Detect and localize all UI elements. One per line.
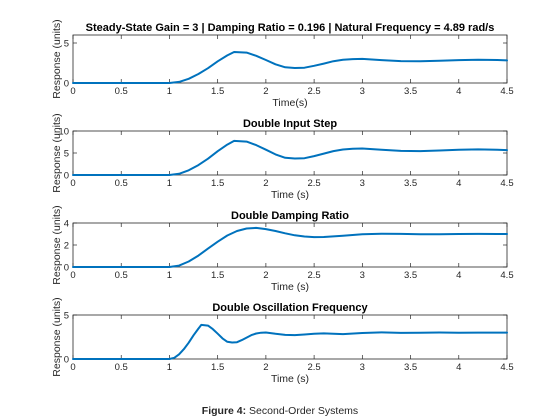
x-tick-label: 1.5 xyxy=(211,86,224,97)
x-tick-label: 2.5 xyxy=(308,86,321,97)
x-axis-label: Time (s) xyxy=(271,189,309,201)
y-axis-label: Response (units) xyxy=(51,205,63,284)
plot-axes-box xyxy=(72,222,508,268)
caption-text: Second-Order Systems xyxy=(246,405,359,417)
x-tick-label: 1 xyxy=(167,178,172,189)
y-tick-label: 2 xyxy=(64,241,69,252)
x-tick-label: 0 xyxy=(70,362,75,373)
x-tick-label: 3 xyxy=(360,270,365,281)
y-tick-label: 4 xyxy=(64,219,69,230)
response-line xyxy=(72,323,508,360)
x-tick-label: 2.5 xyxy=(308,178,321,189)
x-tick-label: 2 xyxy=(263,178,268,189)
y-tick-label: 5 xyxy=(64,149,69,160)
x-axis-label: Time (s) xyxy=(271,281,309,293)
x-tick-label: 4.5 xyxy=(500,362,513,373)
x-tick-label: 3 xyxy=(360,86,365,97)
x-tick-label: 4.5 xyxy=(500,178,513,189)
x-tick-label: 0.5 xyxy=(115,178,128,189)
y-tick-label: 5 xyxy=(64,39,69,50)
subplot-1: 0 0.5 1 1.5 2 2.5 3 3.5 4 4.5 0 5 Steady-State Gain … xyxy=(51,19,514,109)
x-tick-label: 4 xyxy=(456,178,461,189)
subplot-4: 0 0.5 1 1.5 2 2.5 3 3.5 4 4.5 0 5 Double Oscillation… xyxy=(51,297,514,385)
x-tick-label: 3 xyxy=(360,178,365,189)
x-tick-label: 2 xyxy=(263,270,268,281)
x-tick-label: 4.5 xyxy=(500,86,513,97)
x-axis-label: Time (s) xyxy=(271,373,309,385)
x-tick-label: 3 xyxy=(360,362,365,373)
x-tick-label: 3.5 xyxy=(404,270,417,281)
x-tick-label: 4 xyxy=(456,86,461,97)
x-tick-label: 3.5 xyxy=(404,178,417,189)
x-tick-label: 0 xyxy=(70,178,75,189)
x-tick-label: 1.5 xyxy=(211,270,224,281)
x-tick-label: 4 xyxy=(456,270,461,281)
x-tick-label: 4.5 xyxy=(500,270,513,281)
x-tick-label: 1.5 xyxy=(211,178,224,189)
x-tick-label: 1 xyxy=(167,362,172,373)
y-tick-label: 0 xyxy=(64,171,69,182)
x-tick-label: 0 xyxy=(70,86,75,97)
x-tick-label: 2 xyxy=(263,86,268,97)
y-tick-label: 10 xyxy=(58,127,69,138)
x-tick-label: 2 xyxy=(263,362,268,373)
x-tick-label: 0.5 xyxy=(115,270,128,281)
x-tick-label: 4 xyxy=(456,362,461,373)
y-tick-label: 0 xyxy=(64,355,69,366)
response-line xyxy=(72,226,508,268)
x-tick-label: 1 xyxy=(167,86,172,97)
x-tick-label: 0.5 xyxy=(115,86,128,97)
y-tick-label: 5 xyxy=(64,311,69,322)
x-tick-label: 1.5 xyxy=(211,362,224,373)
x-tick-label: 0.5 xyxy=(115,362,128,373)
response-line xyxy=(72,51,508,84)
plot-title: Double Damping Ratio xyxy=(231,210,349,222)
plot-axes-box xyxy=(72,314,508,360)
x-axis-label: Time(s) xyxy=(272,97,307,109)
y-tick-label: 0 xyxy=(64,263,69,274)
plot-title: Double Oscillation Frequency xyxy=(212,302,368,314)
caption-label: Figure 4: xyxy=(201,405,247,417)
x-tick-label: 0 xyxy=(70,270,75,281)
x-tick-label: 2.5 xyxy=(308,270,321,281)
subplot-2: 0 0.5 1 1.5 2 2.5 3 3.5 4 4.5 0 5 10 Double Input Ste… xyxy=(51,113,514,201)
response-line xyxy=(72,139,508,176)
x-tick-label: 3.5 xyxy=(404,86,417,97)
plot-axes-box xyxy=(72,34,508,84)
plot-title: Steady-State Gain = 3 | Damping Ratio = … xyxy=(86,22,495,34)
figure-caption: Figure 4: Second-Order Systems xyxy=(0,405,560,417)
subplot-3: 0 0.5 1 1.5 2 2.5 3 3.5 4 4.5 0 2 4 Double Damping Ra… xyxy=(51,205,514,293)
y-axis-label: Response (units) xyxy=(51,113,63,192)
y-axis-label: Response (units) xyxy=(51,19,63,98)
x-tick-label: 3.5 xyxy=(404,362,417,373)
x-tick-label: 2.5 xyxy=(308,362,321,373)
x-tick-label: 1 xyxy=(167,270,172,281)
y-tick-label: 0 xyxy=(64,79,69,90)
plot-axes-box xyxy=(72,130,508,176)
y-axis-label: Response (units) xyxy=(51,297,63,376)
plot-title: Double Input Step xyxy=(243,118,337,130)
